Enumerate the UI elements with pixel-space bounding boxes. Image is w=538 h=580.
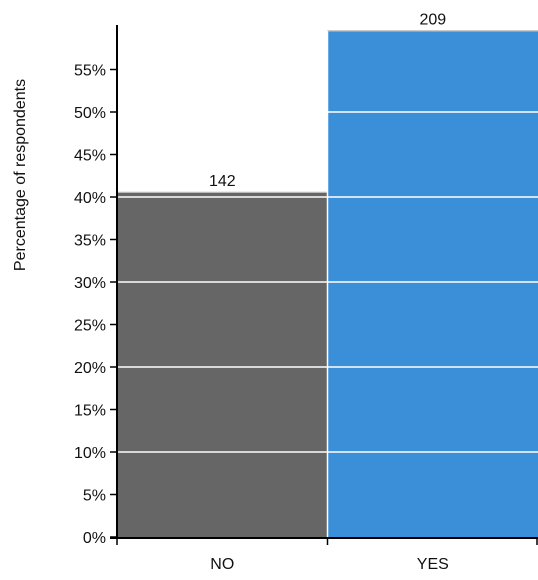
y-tick-label: 30% — [74, 275, 106, 292]
bar-yes — [327, 31, 538, 538]
x-tick-label-no: NO — [210, 556, 234, 573]
axis-layer: 0% 5% 10% 15% 20% 25% 30% 35% 40% 45% 50% 55% NO YES — [74, 25, 538, 573]
y-tick-label: 50% — [74, 105, 106, 122]
y-tick-label: 0% — [83, 530, 106, 547]
bar-no — [117, 192, 328, 538]
data-label-no: 142 — [209, 173, 236, 190]
y-tick-label: 40% — [74, 190, 106, 207]
y-tick-label: 35% — [74, 233, 106, 250]
y-tick-label: 5% — [83, 488, 106, 505]
y-tick-label: 20% — [74, 360, 106, 377]
y-tick-label: 25% — [74, 318, 106, 335]
x-tick-label-yes: YES — [417, 556, 449, 573]
grid-layer — [117, 111, 538, 453]
y-tick-label: 55% — [74, 63, 106, 80]
bars-layer — [117, 30, 538, 538]
data-label-yes: 209 — [419, 11, 446, 28]
y-tick-label: 45% — [74, 148, 106, 165]
y-tick-label: 15% — [74, 403, 106, 420]
data-labels-layer: 142 209 — [209, 11, 446, 190]
y-tick-label: 10% — [74, 445, 106, 462]
y-axis-title: Percentage of respondents — [12, 79, 29, 271]
